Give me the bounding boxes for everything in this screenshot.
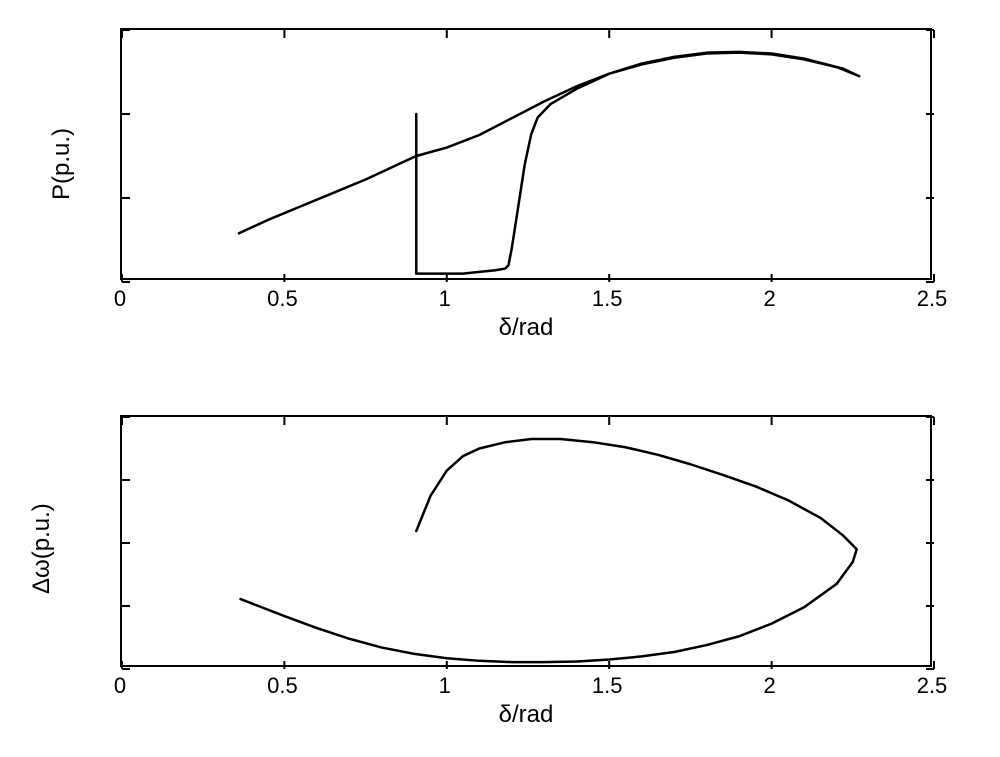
xtick-label: 1.5 (592, 673, 623, 699)
xtick-label: 2 (763, 673, 775, 699)
xtick-label: 1.5 (592, 286, 623, 312)
chart-svg-bottom (122, 417, 934, 669)
xtick-label: 1 (439, 286, 451, 312)
ylabel-bottom: Δω(p.u.) (28, 503, 56, 594)
series-phase-portrait (241, 439, 857, 662)
ylabel-top: P(p.u.) (48, 128, 76, 200)
figure: 00.511.522.5 00.511.5 δ/rad P(p.u.) 00.5… (0, 0, 1000, 757)
xtick-label: 0.5 (267, 673, 298, 699)
xtick-label: 1 (439, 673, 451, 699)
xtick-label: 0 (114, 673, 126, 699)
plot-area-top (120, 28, 932, 280)
xtick-label: 2.5 (917, 286, 948, 312)
chart-svg-top (122, 30, 934, 282)
xtick-label: 2.5 (917, 673, 948, 699)
xlabel-bottom: δ/rad (499, 701, 554, 729)
series-P-de-curve (239, 52, 859, 274)
xlabel-top: δ/rad (499, 314, 554, 342)
xtick-label: 0 (114, 286, 126, 312)
plot-area-bottom (120, 415, 932, 667)
xtick-label: 0.5 (267, 286, 298, 312)
xtick-label: 2 (763, 286, 775, 312)
